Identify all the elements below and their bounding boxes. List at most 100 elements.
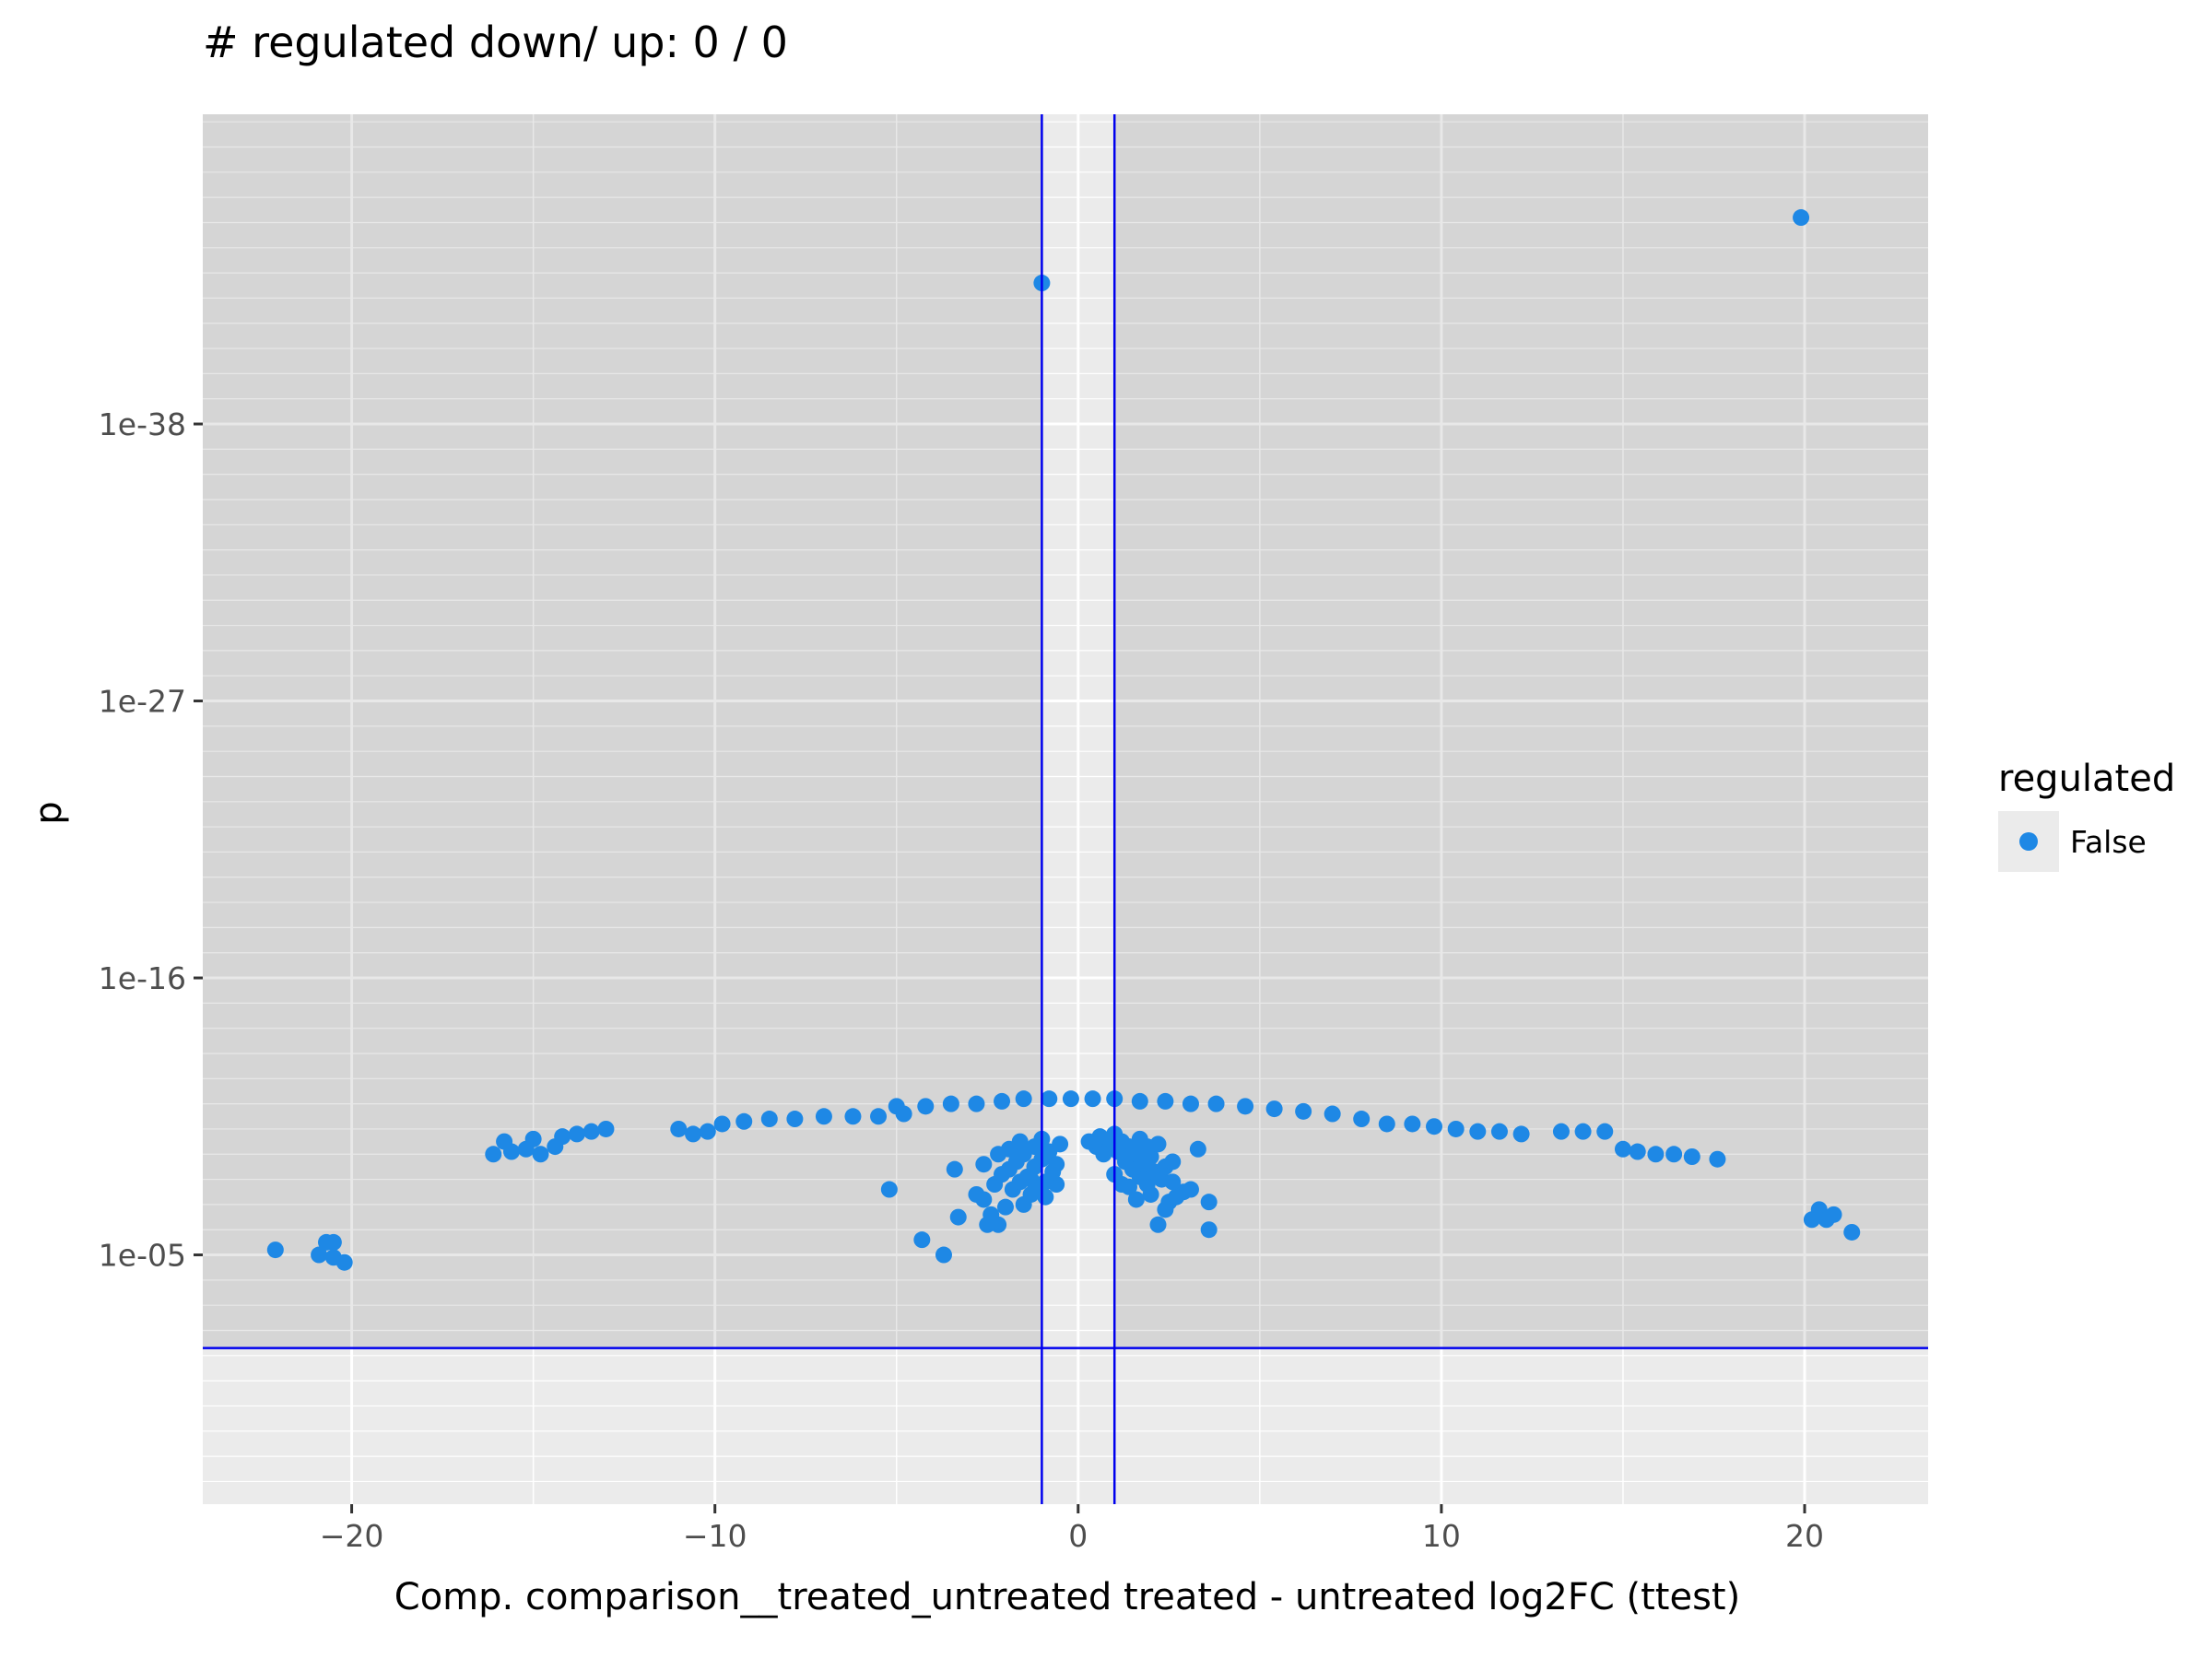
- data-point: [990, 1146, 1007, 1163]
- data-point: [1164, 1153, 1182, 1171]
- data-point: [532, 1146, 549, 1163]
- gridlines: [203, 114, 1928, 1504]
- data-point: [1265, 1100, 1283, 1118]
- data-point: [1683, 1148, 1700, 1165]
- data-point: [946, 1160, 963, 1178]
- data-point: [324, 1233, 342, 1251]
- data-point: [786, 1111, 804, 1128]
- panel-background: [203, 114, 1928, 1504]
- data-point: [1048, 1156, 1065, 1173]
- data-point: [968, 1095, 985, 1112]
- data-point: [1665, 1146, 1683, 1163]
- data-point: [582, 1123, 600, 1140]
- data-point: [670, 1120, 688, 1137]
- data-point: [1237, 1098, 1254, 1115]
- data-point: [1512, 1125, 1530, 1143]
- x-tick-label: 10: [1422, 1518, 1461, 1554]
- x-tick-label: −20: [320, 1518, 384, 1554]
- y-tick-label: 1e-27: [99, 684, 186, 720]
- data-point: [935, 1246, 952, 1264]
- data-point: [1647, 1146, 1665, 1163]
- data-point: [1062, 1090, 1079, 1108]
- x-axis: −20 −10 0 10 20: [320, 1504, 1824, 1554]
- data-point: [1629, 1143, 1646, 1160]
- y-tick-label: 1e-05: [99, 1238, 186, 1274]
- legend-label-false: False: [2070, 824, 2147, 860]
- legend-title: regulated: [1998, 758, 2175, 800]
- data-point: [1552, 1123, 1570, 1140]
- x-tick-label: −10: [683, 1518, 747, 1554]
- data-point: [1447, 1120, 1465, 1137]
- data-point: [1200, 1221, 1218, 1239]
- data-point: [1149, 1216, 1167, 1233]
- y-tick-label: 1e-16: [99, 960, 186, 996]
- shade-left: [203, 114, 1042, 1348]
- plot-panel: [203, 114, 1928, 1504]
- threshold-lines: [203, 114, 1928, 1504]
- data-point: [1200, 1194, 1218, 1211]
- shade-right: [1114, 114, 1928, 1348]
- data-point: [1378, 1115, 1395, 1133]
- data-point: [888, 1098, 905, 1115]
- data-point: [1182, 1095, 1199, 1112]
- data-point: [1052, 1135, 1069, 1153]
- data-point: [1157, 1092, 1174, 1110]
- data-point: [917, 1098, 935, 1115]
- data-point: [1095, 1146, 1112, 1163]
- data-point: [1022, 1171, 1040, 1188]
- data-point: [699, 1123, 716, 1140]
- data-point: [266, 1241, 284, 1259]
- data-point: [311, 1246, 328, 1264]
- data-point: [1037, 1188, 1054, 1206]
- data-point: [485, 1146, 502, 1163]
- data-point: [1709, 1150, 1726, 1168]
- data-point: [554, 1128, 571, 1146]
- x-axis-title: Comp. comparison__treated_untreated trea…: [394, 1576, 1740, 1618]
- y-tick-label: 1e-38: [99, 406, 186, 442]
- data-point: [1091, 1128, 1109, 1146]
- data-point: [1793, 209, 1810, 227]
- data-points: [266, 209, 1861, 1271]
- data-point: [1353, 1111, 1371, 1128]
- data-point: [1295, 1102, 1312, 1120]
- chart-title: # regulated down/ up: 0 / 0: [203, 18, 788, 67]
- data-point: [568, 1125, 585, 1143]
- data-point: [1404, 1115, 1421, 1133]
- data-point: [1189, 1140, 1206, 1158]
- significance-shading: [203, 114, 1928, 1348]
- data-point: [1596, 1123, 1614, 1140]
- data-point: [982, 1206, 1000, 1223]
- data-point: [1084, 1090, 1101, 1108]
- data-point: [1149, 1135, 1167, 1153]
- data-point: [1843, 1223, 1861, 1241]
- data-point: [1168, 1188, 1185, 1206]
- data-point: [1131, 1092, 1148, 1110]
- data-point: [335, 1253, 353, 1271]
- data-point: [994, 1092, 1011, 1110]
- data-point: [870, 1108, 888, 1125]
- data-point: [597, 1120, 615, 1137]
- legend-key-point: [2019, 832, 2038, 851]
- y-axis: 1e-38 1e-27 1e-16 1e-05: [99, 406, 203, 1274]
- legend: regulated False: [1998, 758, 2175, 872]
- y-axis-title: p: [28, 801, 70, 824]
- data-point: [1825, 1206, 1842, 1223]
- x-tick-label: 20: [1785, 1518, 1824, 1554]
- data-point: [685, 1125, 702, 1143]
- data-point: [913, 1231, 931, 1249]
- data-point: [496, 1133, 513, 1150]
- data-point: [1182, 1181, 1199, 1198]
- data-point: [844, 1108, 862, 1125]
- data-point: [1324, 1105, 1341, 1123]
- data-point: [1127, 1191, 1145, 1208]
- data-point: [735, 1112, 753, 1130]
- data-point: [760, 1111, 778, 1128]
- data-point: [1614, 1140, 1631, 1158]
- data-point: [815, 1108, 832, 1125]
- data-point: [1015, 1090, 1032, 1108]
- data-point: [1490, 1123, 1508, 1140]
- data-point: [975, 1156, 993, 1173]
- data-point: [1469, 1123, 1487, 1140]
- data-point: [1207, 1095, 1225, 1112]
